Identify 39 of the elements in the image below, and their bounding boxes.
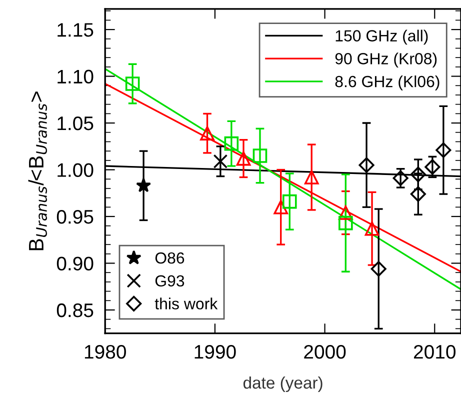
point (410, 166, 426, 182)
point (392, 170, 408, 186)
point (252, 148, 268, 163)
y-tick-label: 1.00 (58, 163, 94, 177)
y-tick-label: 1.15 (58, 23, 94, 37)
y-tick-label: 1.05 (58, 116, 94, 130)
point (424, 159, 440, 175)
y-tick-label: 0.85 (56, 303, 94, 318)
point (125, 76, 140, 91)
point (236, 151, 251, 166)
point (213, 154, 228, 168)
y-tick-label: 1.10 (58, 70, 94, 84)
x-axis-title: date (year) (243, 376, 322, 392)
point (274, 200, 288, 214)
point (136, 178, 152, 192)
point (358, 157, 374, 173)
point (338, 216, 353, 230)
y-axis-title: B$_{Uranus}$/<B$_{Uranus}$> (28, 92, 48, 250)
legend-label: 8.6 GHz (Kl06) (335, 75, 440, 90)
point (282, 194, 297, 209)
x-tick-label: 2010 (414, 344, 456, 359)
legend-label: G93 (155, 275, 184, 287)
point (224, 136, 239, 151)
point (436, 142, 452, 158)
point (410, 186, 426, 202)
y-tick-label: 0.95 (56, 210, 94, 224)
legend-label: 150 GHz (all) (336, 30, 428, 45)
legend-label: 90 GHz (Kr08) (335, 52, 437, 68)
point (200, 126, 214, 140)
point (370, 261, 386, 277)
x-tick-label: 2000 (304, 344, 346, 359)
x-tick-label: 1980 (84, 344, 126, 359)
point (304, 170, 319, 184)
point (338, 206, 353, 220)
legend-label: this work (154, 298, 218, 310)
y-tick-label: 0.90 (56, 256, 94, 270)
legend-label: O86 (155, 252, 184, 264)
point (364, 221, 380, 236)
x-tick-label: 1990 (194, 344, 236, 359)
